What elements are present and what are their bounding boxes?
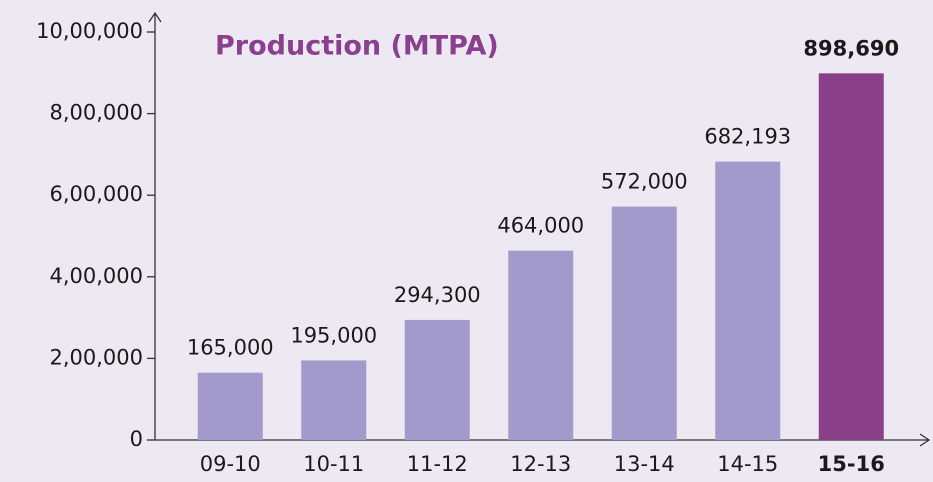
x-tick-label: 10-11 xyxy=(303,452,364,476)
bar xyxy=(715,161,781,440)
bar xyxy=(404,319,470,440)
x-tick-label: 11-12 xyxy=(407,452,468,476)
value-label: 572,000 xyxy=(601,170,688,194)
value-label: 898,690 xyxy=(803,36,899,60)
y-axis xyxy=(148,11,162,440)
x-tick-label: 13-14 xyxy=(614,452,675,476)
value-label: 195,000 xyxy=(290,323,377,347)
value-label: 464,000 xyxy=(497,214,584,238)
y-tick-label: 10,00,000 xyxy=(36,19,143,43)
bar xyxy=(611,206,677,440)
chart-title: Production (MTPA) xyxy=(215,31,499,62)
x-tick-label: 09-10 xyxy=(200,452,261,476)
y-tick-label: 2,00,000 xyxy=(49,345,143,369)
value-label: 682,193 xyxy=(704,125,791,149)
bar xyxy=(508,250,574,440)
x-tick-label: 15-16 xyxy=(818,452,885,476)
bar xyxy=(301,360,367,440)
y-tick-label: 6,00,000 xyxy=(49,182,143,206)
x-tick-label: 12-13 xyxy=(510,452,571,476)
y-tick-label: 4,00,000 xyxy=(49,264,143,288)
y-tick-label: 8,00,000 xyxy=(49,101,143,125)
bar xyxy=(197,372,263,440)
bar xyxy=(818,73,884,441)
value-label: 294,300 xyxy=(394,283,481,307)
value-label: 165,000 xyxy=(187,336,274,360)
x-tick-label: 14-15 xyxy=(717,452,778,476)
y-tick-label: 0 xyxy=(130,427,143,451)
